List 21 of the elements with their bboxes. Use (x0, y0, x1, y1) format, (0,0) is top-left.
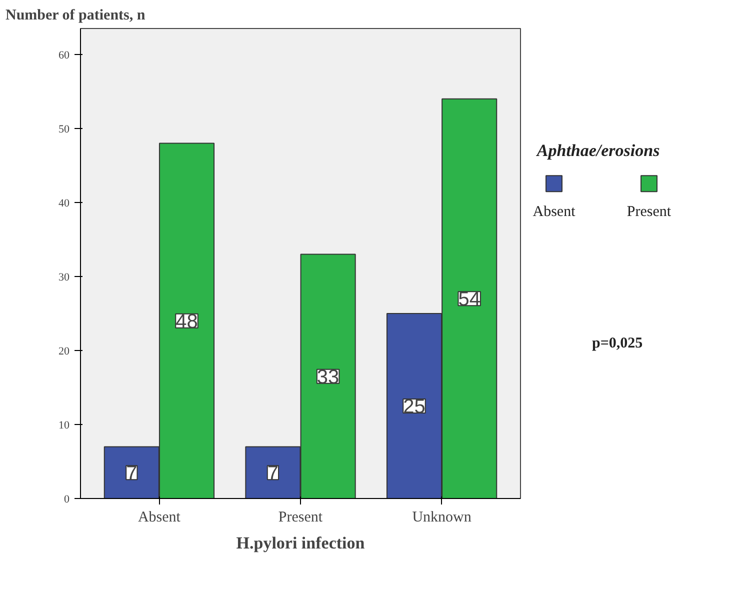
y-tick-label: 30 (58, 271, 70, 284)
x-tick-label: Unknown (412, 510, 472, 526)
data-label: 25 (403, 396, 426, 418)
x-tick-label: Absent (138, 510, 182, 526)
y-tick-label: 20 (58, 345, 70, 358)
y-tick-label: 50 (58, 123, 70, 136)
x-axis-title: H.pylori infection (236, 534, 366, 552)
legend-label: Absent (532, 204, 576, 220)
x-tick-label: Present (278, 510, 324, 526)
y-tick-label: 0 (64, 494, 70, 506)
data-label: 7 (126, 462, 138, 485)
data-label: 7 (267, 462, 279, 485)
legend-label: Present (626, 204, 672, 220)
y-tick-label: 10 (58, 419, 70, 432)
y-axis-title: Number of patients, n (6, 8, 146, 24)
legend-title: Aphthae/erosions (536, 141, 660, 160)
y-tick-label: 40 (58, 197, 70, 210)
data-label: 48 (176, 310, 198, 333)
y-tick-label: 60 (58, 49, 70, 62)
data-label: 33 (316, 366, 340, 388)
text: p=0,025 (592, 335, 643, 352)
